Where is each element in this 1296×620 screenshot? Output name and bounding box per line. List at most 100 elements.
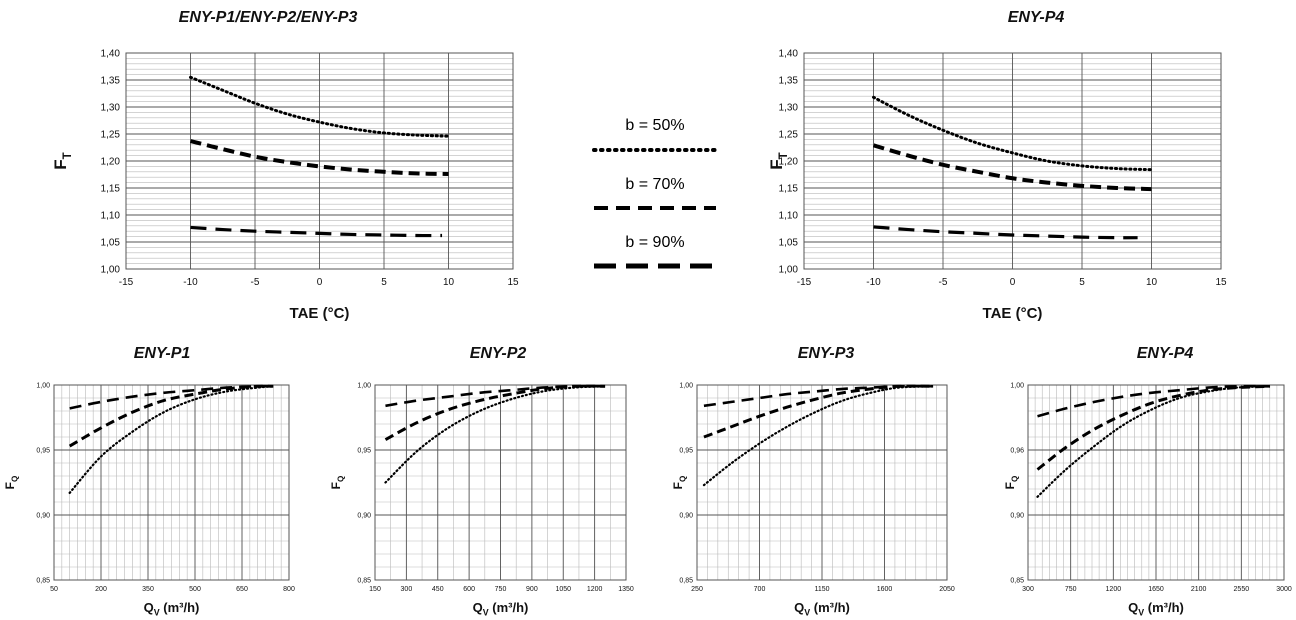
x-tick-label: 5 — [381, 277, 387, 288]
y-tick-label: 1,05 — [101, 238, 121, 249]
x-tick-label: -5 — [251, 277, 260, 288]
chart-title: ENY-P3 — [798, 345, 855, 362]
x-tick-label: 2100 — [1191, 586, 1207, 593]
x-tick-label: 15 — [507, 277, 519, 288]
legend: b = 50% b = 70% b = 90% — [592, 117, 718, 269]
x-tick-label: -5 — [939, 277, 948, 288]
y-tick-label: 1,40 — [101, 49, 121, 60]
y-tick-label: 1,00 — [1010, 382, 1024, 389]
y-tick-label: 1,30 — [779, 103, 799, 114]
x-tick-label: 1050 — [555, 586, 571, 593]
y-tick-label: 0,90 — [36, 512, 50, 519]
chart-6: 0,85 0,90 0,96 1,00 300 750 1200 1650 2100 2550 30… — [1003, 345, 1292, 618]
x-tick-label: 5 — [1079, 277, 1085, 288]
chart-3: 0,85 0,90 0,95 1,00 50 200 350 500 650 800 ENY-P1 Q… — [3, 345, 295, 618]
x-tick-label: -15 — [119, 277, 134, 288]
y-tick-label: 1,15 — [101, 184, 121, 195]
legend-label-70: b = 70% — [625, 176, 684, 193]
x-tick-label: 1650 — [1148, 586, 1164, 593]
x-tick-label: 1600 — [877, 586, 893, 593]
x-tick-label: 2550 — [1234, 586, 1250, 593]
x-tick-label: -15 — [797, 277, 812, 288]
x-tick-label: -10 — [183, 277, 198, 288]
y-tick-label: 0,85 — [357, 577, 371, 584]
series-line-short-dash — [703, 384, 934, 439]
series-line-short-dash — [1036, 384, 1270, 471]
x-tick-label: 300 — [401, 586, 413, 593]
x-axis-label: TAE (°C) — [290, 305, 350, 322]
y-tick-label: 0,85 — [1010, 577, 1024, 584]
x-tick-label: 10 — [443, 277, 455, 288]
y-tick-label: 0,96 — [1010, 447, 1024, 454]
chart-5: 0,85 0,90 0,95 1,00 250 700 1150 1600 2050 ENY-P3… — [671, 345, 955, 618]
plot-frame — [696, 384, 948, 581]
x-axis-label: TAE (°C) — [983, 305, 1043, 322]
y-tick-label: 1,25 — [101, 130, 121, 141]
series-line-short-dash — [384, 384, 606, 441]
y-tick-label: 1,25 — [779, 130, 799, 141]
series-line-long-dash — [190, 225, 443, 238]
series-line-short-dash — [190, 139, 449, 176]
y-tick-label: 1,00 — [357, 382, 371, 389]
y-tick-label: 0,95 — [357, 447, 371, 454]
y-tick-label: 1,35 — [779, 76, 799, 87]
x-tick-label: 150 — [369, 586, 381, 593]
charts-layer: 1,00 1,05 1,10 1,15 1,20 1,25 1,30 1,35 1,40 -15 -… — [3, 9, 1292, 618]
x-tick-label: 0 — [317, 277, 323, 288]
x-tick-label: 1200 — [587, 586, 603, 593]
x-axis-label: QV (m³/h) — [794, 600, 850, 618]
y-tick-label: 1,10 — [101, 211, 121, 222]
x-tick-label: 3000 — [1276, 586, 1292, 593]
x-tick-label: 600 — [463, 586, 475, 593]
y-tick-label: 1,00 — [101, 265, 121, 276]
y-tick-label: 1,10 — [779, 211, 799, 222]
x-tick-label: 0 — [1010, 277, 1016, 288]
y-axis-label: FQ — [3, 476, 19, 490]
x-tick-label: -10 — [866, 277, 881, 288]
y-tick-label: 1,35 — [101, 76, 121, 87]
y-axis-label: FQ — [671, 476, 687, 490]
chart-2: 1,00 1,05 1,10 1,15 1,20 1,25 1,30 1,35 1,40 -15 -… — [767, 9, 1227, 322]
series-line-dotted — [384, 385, 607, 484]
x-tick-label: 200 — [95, 586, 107, 593]
x-axis-label: QV (m³/h) — [1128, 600, 1184, 618]
y-tick-label: 1,00 — [779, 265, 799, 276]
y-axis-label: FQ — [329, 476, 345, 490]
chart-4: 0,85 0,90 0,95 1,00 150 300 450 600 750 900 1050 12… — [329, 345, 634, 618]
chart-title: ENY-P1/ENY-P2/ENY-P3 — [179, 9, 358, 26]
y-tick-label: 1,05 — [779, 238, 799, 249]
y-axis-label: FQ — [1003, 476, 1019, 490]
chart-title: ENY-P1 — [134, 345, 191, 362]
series-line-short-dash — [68, 384, 274, 448]
x-tick-label: 15 — [1215, 277, 1227, 288]
y-tick-label: 1,20 — [101, 157, 121, 168]
x-tick-label: 50 — [50, 586, 58, 593]
series-line-dotted — [702, 385, 935, 487]
x-tick-label: 750 — [1065, 586, 1077, 593]
series-line-long-dash — [1037, 384, 1270, 418]
plot-frame — [803, 52, 1222, 270]
x-tick-label: 1150 — [814, 586, 829, 593]
y-tick-label: 0,90 — [357, 512, 371, 519]
y-tick-label: 0,95 — [679, 447, 693, 454]
y-tick-label: 0,85 — [679, 577, 693, 584]
x-tick-label: 450 — [432, 586, 444, 593]
x-tick-label: 10 — [1146, 277, 1158, 288]
chart-title: ENY-P4 — [1137, 345, 1194, 362]
chart-title: ENY-P2 — [470, 345, 527, 362]
y-tick-label: 1,00 — [36, 382, 50, 389]
plot-frame — [374, 384, 627, 581]
legend-label-50: b = 50% — [625, 117, 684, 134]
y-tick-label: 0,95 — [36, 447, 50, 454]
x-axis-label: QV (m³/h) — [473, 600, 529, 618]
series-line-long-dash — [873, 225, 1138, 240]
x-tick-label: 1350 — [618, 586, 634, 593]
series-line-dotted — [872, 95, 1153, 172]
x-axis-label: QV (m³/h) — [144, 600, 200, 618]
x-tick-label: 350 — [142, 586, 154, 593]
x-tick-label: 300 — [1022, 586, 1034, 593]
plot-frame — [1027, 384, 1285, 581]
x-tick-label: 750 — [495, 586, 507, 593]
y-tick-label: 0,90 — [1010, 512, 1024, 519]
